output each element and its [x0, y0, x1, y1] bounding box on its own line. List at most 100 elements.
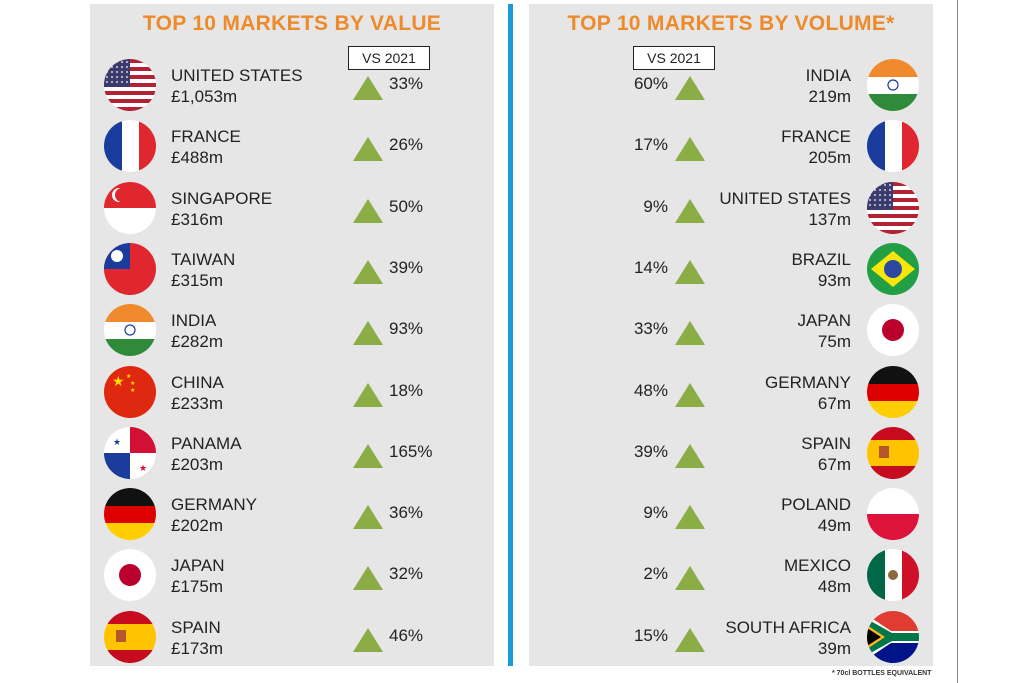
country-name: TAIWAN: [171, 249, 236, 269]
market-value: 75m: [817, 332, 851, 352]
svg-text:★: ★: [130, 387, 135, 394]
flag-sg-icon: [104, 181, 156, 234]
change-percent: 93%: [389, 319, 424, 339]
country-name: UNITED STATES: [719, 188, 851, 208]
change-percent: 165%: [389, 441, 433, 461]
change-percent: 18%: [389, 380, 424, 400]
market-value: £315m: [171, 270, 223, 290]
flag-fr-icon: [104, 120, 156, 173]
market-row: SOUTH AFRICA 39m 15%: [529, 606, 933, 668]
change-percent: 2%: [643, 564, 668, 584]
country-name: BRAZIL: [791, 249, 851, 269]
market-value: 219m: [808, 87, 851, 106]
market-value: £233m: [171, 393, 223, 413]
change-percent: 9%: [643, 503, 668, 523]
country-name: INDIA: [805, 66, 851, 85]
increase-arrow-icon: [675, 137, 705, 162]
change-percent: 50%: [389, 196, 424, 216]
market-row: UNITED STATES £1,053m 33%: [90, 54, 494, 116]
market-row: MEXICO 48m 2%: [529, 544, 933, 606]
svg-text:★: ★: [113, 437, 121, 447]
market-row: TAIWAN £315m 39%: [90, 238, 494, 300]
svg-text:★: ★: [126, 373, 131, 380]
market-row: SPAIN £173m 46%: [90, 606, 494, 668]
increase-arrow-icon: [675, 76, 705, 100]
flag-fr-icon: [867, 120, 919, 173]
increase-arrow-icon: [353, 505, 383, 530]
country-name: FRANCE: [781, 127, 851, 147]
change-percent: 15%: [633, 625, 668, 645]
increase-arrow-icon: [675, 505, 705, 530]
change-percent: 33%: [389, 74, 424, 93]
market-row: GERMANY £202m 36%: [90, 483, 494, 545]
country-name: FRANCE: [171, 127, 241, 147]
market-row: INDIA £282m 93%: [90, 299, 494, 361]
increase-arrow-icon: [353, 259, 383, 284]
increase-arrow-icon: [675, 321, 705, 346]
market-row: ★ ★ PANAMA £203m 165%: [90, 422, 494, 484]
change-percent: 9%: [643, 196, 668, 216]
flag-mx-icon: [867, 549, 919, 602]
flag-in-icon: [867, 59, 919, 111]
footnote: * 70cl BOTTLES EQUIVALENT: [832, 670, 932, 677]
flag-de-icon: [867, 365, 919, 418]
volume-panel: TOP 10 MARKETS BY VOLUME* VS 2021 INDIA …: [529, 4, 933, 666]
flag-jp-icon: [104, 549, 156, 602]
increase-arrow-icon: [675, 259, 705, 284]
market-row: JAPAN 75m 33%: [529, 299, 933, 361]
market-value: 67m: [817, 393, 851, 413]
country-name: CHINA: [171, 372, 224, 392]
market-value: £316m: [171, 209, 223, 229]
flag-jp-icon: [867, 304, 919, 357]
change-percent: 46%: [389, 625, 424, 645]
country-name: INDIA: [171, 311, 217, 331]
increase-arrow-icon: [353, 137, 383, 162]
market-row: ★ ★ ★ ★ CHINA £233m 18%: [90, 361, 494, 423]
country-name: PANAMA: [171, 433, 242, 453]
increase-arrow-icon: [353, 321, 383, 346]
comparison-label: VS 2021: [633, 46, 715, 70]
increase-arrow-icon: [675, 566, 705, 591]
flag-us-icon: [867, 181, 919, 234]
market-row: BRAZIL 93m 14%: [529, 238, 933, 300]
market-value: £202m: [171, 516, 223, 536]
flag-br-icon: [867, 242, 919, 295]
country-name: JAPAN: [797, 311, 851, 331]
country-name: JAPAN: [171, 556, 225, 576]
increase-arrow-icon: [353, 198, 383, 223]
market-row: GERMANY 67m 48%: [529, 361, 933, 423]
market-value: £1,053m: [171, 87, 238, 106]
change-percent: 48%: [633, 380, 668, 400]
flag-in-icon: [104, 304, 156, 357]
country-name: SPAIN: [801, 433, 851, 453]
edge-line: [957, 0, 958, 683]
flag-cn-icon: ★ ★ ★ ★: [104, 365, 156, 418]
change-percent: 39%: [389, 257, 424, 277]
flag-us-icon: [104, 59, 156, 111]
volume-panel-title: TOP 10 MARKETS BY VOLUME*: [567, 12, 895, 35]
change-percent: 26%: [389, 135, 424, 155]
market-row: SINGAPORE £316m 50%: [90, 177, 494, 239]
divider: [508, 4, 513, 666]
comparison-label: VS 2021: [348, 46, 430, 70]
market-row: UNITED STATES 137m 9%: [529, 177, 933, 239]
market-row: SPAIN 67m 39%: [529, 422, 933, 484]
increase-arrow-icon: [353, 566, 383, 591]
change-percent: 39%: [633, 441, 668, 461]
increase-arrow-icon: [353, 76, 383, 100]
market-row: FRANCE 205m 17%: [529, 115, 933, 177]
flag-za-icon: [867, 610, 919, 663]
change-percent: 32%: [389, 564, 424, 584]
change-percent: 17%: [633, 135, 668, 155]
market-value: 137m: [808, 209, 851, 229]
country-name: POLAND: [781, 495, 851, 515]
market-value: £488m: [171, 148, 223, 168]
svg-text:★: ★: [130, 380, 135, 387]
flag-es-icon: [867, 426, 919, 479]
country-name: GERMANY: [171, 495, 257, 515]
country-name: MEXICO: [783, 556, 851, 576]
market-value: £175m: [171, 577, 223, 597]
change-percent: 36%: [389, 503, 424, 523]
market-value: 49m: [817, 516, 851, 536]
svg-text:★: ★: [112, 373, 125, 389]
